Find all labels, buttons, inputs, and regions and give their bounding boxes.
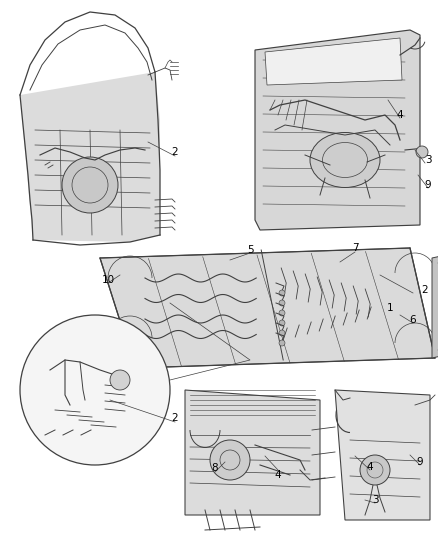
Text: 7: 7 <box>352 243 358 253</box>
Circle shape <box>20 315 170 465</box>
Text: 4: 4 <box>397 110 403 120</box>
Text: 2: 2 <box>172 413 178 423</box>
Text: 4: 4 <box>275 470 281 480</box>
Text: 8: 8 <box>212 463 218 473</box>
Circle shape <box>279 310 285 316</box>
Circle shape <box>62 157 118 213</box>
Circle shape <box>210 440 250 480</box>
Polygon shape <box>255 30 420 230</box>
Circle shape <box>279 290 285 296</box>
Text: 1: 1 <box>387 303 393 313</box>
Text: 9: 9 <box>417 457 423 467</box>
Polygon shape <box>20 72 160 242</box>
Text: 4: 4 <box>367 462 373 472</box>
Circle shape <box>416 146 428 158</box>
Polygon shape <box>432 253 438 358</box>
Circle shape <box>279 340 285 346</box>
Circle shape <box>279 330 285 336</box>
Polygon shape <box>265 38 402 85</box>
Text: 2: 2 <box>172 147 178 157</box>
Ellipse shape <box>310 133 380 188</box>
Text: 5: 5 <box>247 245 253 255</box>
Text: 9: 9 <box>425 180 431 190</box>
Circle shape <box>279 300 285 306</box>
Text: 10: 10 <box>102 275 115 285</box>
Circle shape <box>360 455 390 485</box>
Polygon shape <box>100 248 435 368</box>
Circle shape <box>110 370 130 390</box>
Text: 3: 3 <box>372 495 378 505</box>
Text: 3: 3 <box>425 155 431 165</box>
Circle shape <box>279 320 285 326</box>
Polygon shape <box>335 390 430 520</box>
Text: 6: 6 <box>410 315 416 325</box>
Polygon shape <box>185 390 320 515</box>
Text: 2: 2 <box>422 285 428 295</box>
